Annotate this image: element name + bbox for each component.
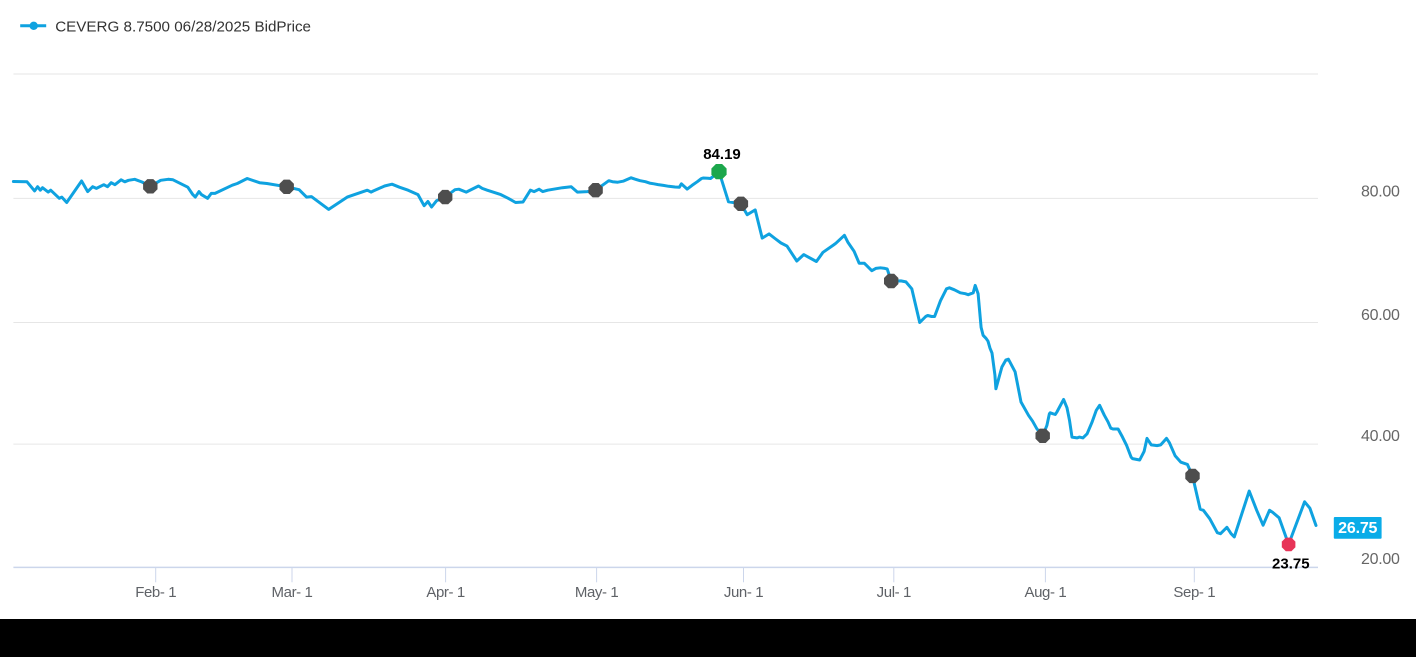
svg-text:26.75: 26.75 bbox=[1338, 520, 1377, 537]
svg-text:60.00: 60.00 bbox=[1361, 307, 1400, 324]
svg-text:Feb- 1: Feb- 1 bbox=[135, 584, 176, 601]
svg-text:84.19: 84.19 bbox=[703, 146, 741, 163]
svg-text:May- 1: May- 1 bbox=[575, 584, 619, 601]
svg-text:Mar- 1: Mar- 1 bbox=[272, 584, 313, 601]
svg-text:Apr- 1: Apr- 1 bbox=[426, 584, 465, 601]
svg-text:Aug- 1: Aug- 1 bbox=[1025, 584, 1067, 601]
svg-text:Sep- 1: Sep- 1 bbox=[1173, 584, 1215, 601]
svg-text:80.00: 80.00 bbox=[1361, 183, 1400, 200]
svg-text:Jul- 1: Jul- 1 bbox=[877, 584, 911, 601]
svg-text:CEVERG 8.7500 06/28/2025 BidPr: CEVERG 8.7500 06/28/2025 BidPrice bbox=[55, 18, 311, 35]
svg-text:Jun- 1: Jun- 1 bbox=[724, 584, 763, 601]
svg-text:23.75: 23.75 bbox=[1272, 556, 1310, 573]
svg-text:20.00: 20.00 bbox=[1361, 551, 1400, 568]
svg-text:40.00: 40.00 bbox=[1361, 428, 1400, 445]
